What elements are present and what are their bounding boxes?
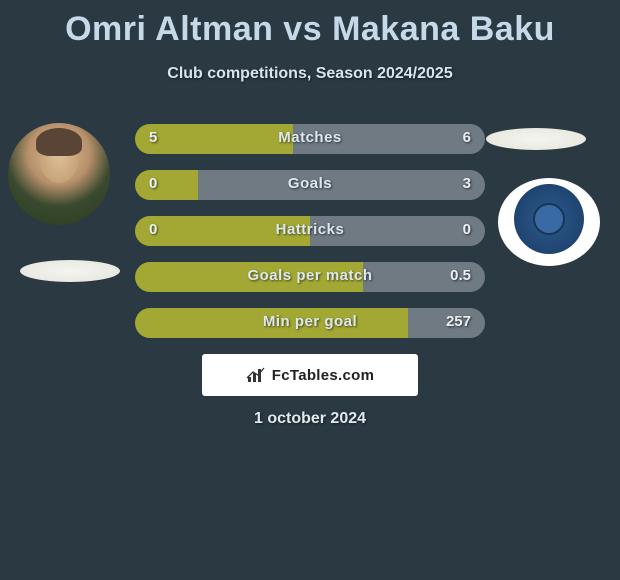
stat-bars-container: Matches56Goals03Hattricks00Goals per mat… xyxy=(135,124,485,354)
player-right-avatar-placeholder xyxy=(486,128,586,150)
stat-bar: Hattricks0 0 xyxy=(135,216,485,246)
stat-bar-label: Goals per match xyxy=(135,267,485,284)
page-subtitle: Club competitions, Season 2024/2025 xyxy=(0,65,620,83)
stat-bar-right-value: 0 xyxy=(463,221,471,238)
stat-bar-label: Min per goal xyxy=(135,313,485,330)
stat-bar-left-value: 5 xyxy=(149,129,157,146)
team-left-badge-placeholder xyxy=(20,260,120,282)
chart-icon xyxy=(246,367,266,383)
stat-bar-left-value: 0 xyxy=(149,221,157,238)
stat-bar-label: Hattricks xyxy=(135,221,485,238)
stat-bar-right-value: 0.5 xyxy=(450,267,471,284)
team-right-badge-inner xyxy=(514,184,584,254)
stat-bar-label: Matches xyxy=(135,129,485,146)
stat-bar: Min per goal257 xyxy=(135,308,485,338)
stat-bar-label: Goals xyxy=(135,175,485,192)
player-left-avatar xyxy=(8,123,110,225)
stat-bar: Goals0 3 xyxy=(135,170,485,200)
stat-bar-right-value: 3 xyxy=(463,175,471,192)
page-title: Omri Altman vs Makana Baku xyxy=(0,0,620,49)
stat-bar: Matches5 6 xyxy=(135,124,485,154)
stat-bar-left-value: 0 xyxy=(149,175,157,192)
stat-bar-right-value: 6 xyxy=(463,129,471,146)
footer-date: 1 october 2024 xyxy=(0,410,620,428)
fctables-logo-text: FcTables.com xyxy=(272,367,375,384)
fctables-logo: FcTables.com xyxy=(202,354,418,396)
stat-bar-right-value: 257 xyxy=(446,313,471,330)
team-right-badge xyxy=(498,178,600,266)
stat-bar: Goals per match0.5 xyxy=(135,262,485,292)
